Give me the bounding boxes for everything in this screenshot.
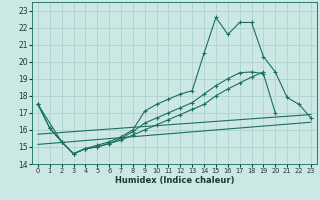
X-axis label: Humidex (Indice chaleur): Humidex (Indice chaleur): [115, 176, 234, 185]
